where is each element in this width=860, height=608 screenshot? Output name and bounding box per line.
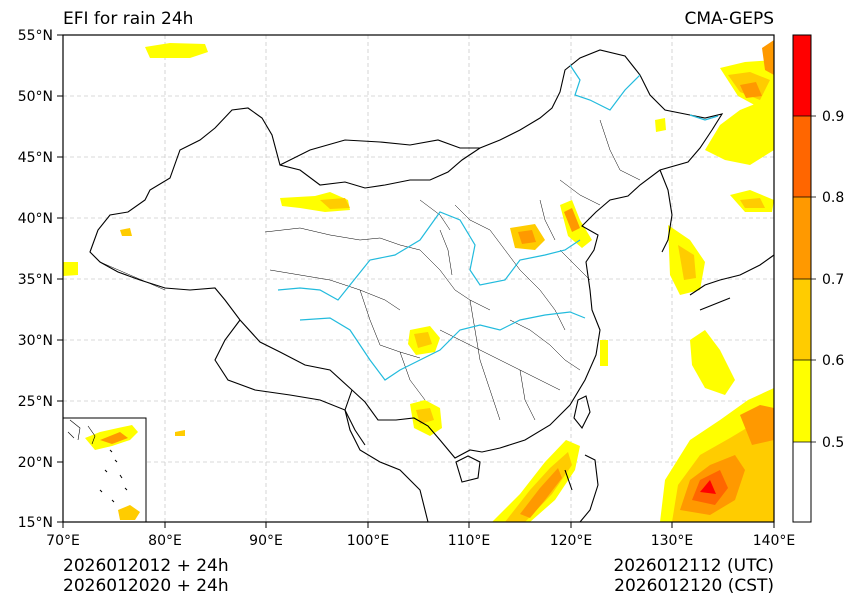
lat-label: 30°N — [18, 333, 53, 349]
amur-river — [569, 64, 719, 121]
lon-label: 90°E — [249, 533, 283, 549]
lon-label: 100°E — [347, 533, 390, 549]
colorbar-label: 0.6 — [822, 353, 844, 369]
japan — [689, 254, 775, 311]
lon-label: 140°E — [753, 533, 796, 549]
lon-labels: 70°E 80°E 90°E 100°E 110°E 120°E 130°E 1… — [46, 533, 795, 549]
efi-area-scs — [492, 440, 580, 522]
colorbar-segment-white — [793, 442, 811, 522]
colorbar-segment-gold — [793, 279, 811, 360]
efi-area-west — [63, 262, 78, 276]
colorbar-segment-orange-red — [793, 116, 811, 197]
map-frame — [62, 34, 775, 523]
colorbar-segment-orange — [793, 197, 811, 279]
lat-label: 15°N — [18, 515, 53, 531]
rivers — [277, 64, 719, 381]
colorbar-label: 0.5 — [822, 435, 844, 451]
axis-ticks — [57, 34, 775, 528]
init-time-block: 2026012012 + 24h 2026012020 + 24h — [63, 556, 229, 596]
philippines — [564, 454, 599, 523]
lon-label: 130°E — [651, 533, 694, 549]
lat-label: 20°N — [18, 455, 53, 471]
colorbar: 0.9 0.8 0.7 0.6 0.5 — [792, 34, 844, 523]
valid-time-utc: 2026012112 (UTC) — [613, 556, 774, 576]
efi-shading — [63, 40, 774, 522]
efi-area-northeast — [705, 95, 774, 165]
valid-time-cst: 2026012120 (CST) — [614, 576, 774, 596]
india-border — [214, 319, 366, 446]
lon-label: 110°E — [448, 533, 491, 549]
scs-inset — [62, 417, 147, 523]
china-border — [89, 49, 724, 459]
grid — [63, 35, 774, 522]
efi-area-mongolia-north — [145, 43, 208, 58]
map-title: EFI for rain 24h — [63, 9, 194, 29]
yellow-river — [277, 211, 581, 301]
lon-label: 80°E — [148, 533, 182, 549]
korea-border — [659, 169, 673, 253]
boundaries — [89, 49, 775, 523]
colorbar-segment-red — [793, 35, 811, 116]
lat-label: 50°N — [18, 89, 53, 105]
lat-labels: 55°N 50°N 45°N 40°N 35°N 30°N 25°N 20°N … — [18, 28, 53, 531]
colorbar-label: 0.8 — [822, 190, 844, 206]
colorbar-segment-yellow — [793, 360, 811, 442]
taiwan — [573, 395, 591, 430]
lat-label: 55°N — [18, 28, 53, 44]
model-name: CMA-GEPS — [684, 9, 774, 29]
init-time-cst: 2026012020 + 24h — [63, 576, 229, 596]
lat-label: 25°N — [18, 394, 53, 410]
init-time-utc: 2026012012 + 24h — [63, 556, 229, 576]
lat-label: 45°N — [18, 150, 53, 166]
colorbar-label: 0.9 — [822, 109, 844, 125]
lon-label: 120°E — [550, 533, 593, 549]
provinces — [99, 119, 641, 421]
lat-label: 35°N — [18, 272, 53, 288]
hainan — [455, 455, 481, 483]
sea-coast — [344, 389, 429, 523]
lon-label: 70°E — [46, 533, 80, 549]
colorbar-label: 0.7 — [822, 272, 844, 288]
efi-area-philippine-sea — [690, 330, 735, 395]
lat-label: 40°N — [18, 211, 53, 227]
yangtze-river — [299, 311, 586, 381]
valid-time-block: 2026012112 (UTC) 2026012120 (CST) — [613, 556, 774, 596]
mongolia-border — [279, 139, 480, 166]
